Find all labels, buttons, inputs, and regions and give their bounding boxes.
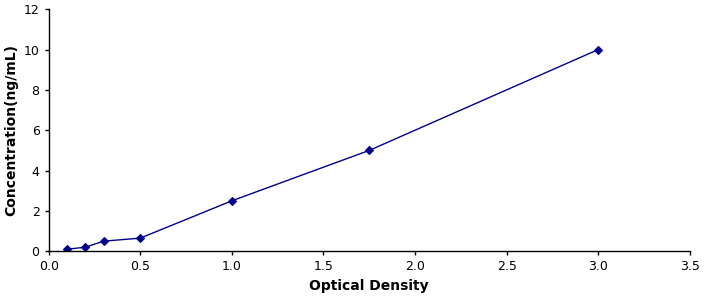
X-axis label: Optical Density: Optical Density <box>310 279 429 293</box>
Y-axis label: Concentration(ng/mL): Concentration(ng/mL) <box>4 44 18 216</box>
